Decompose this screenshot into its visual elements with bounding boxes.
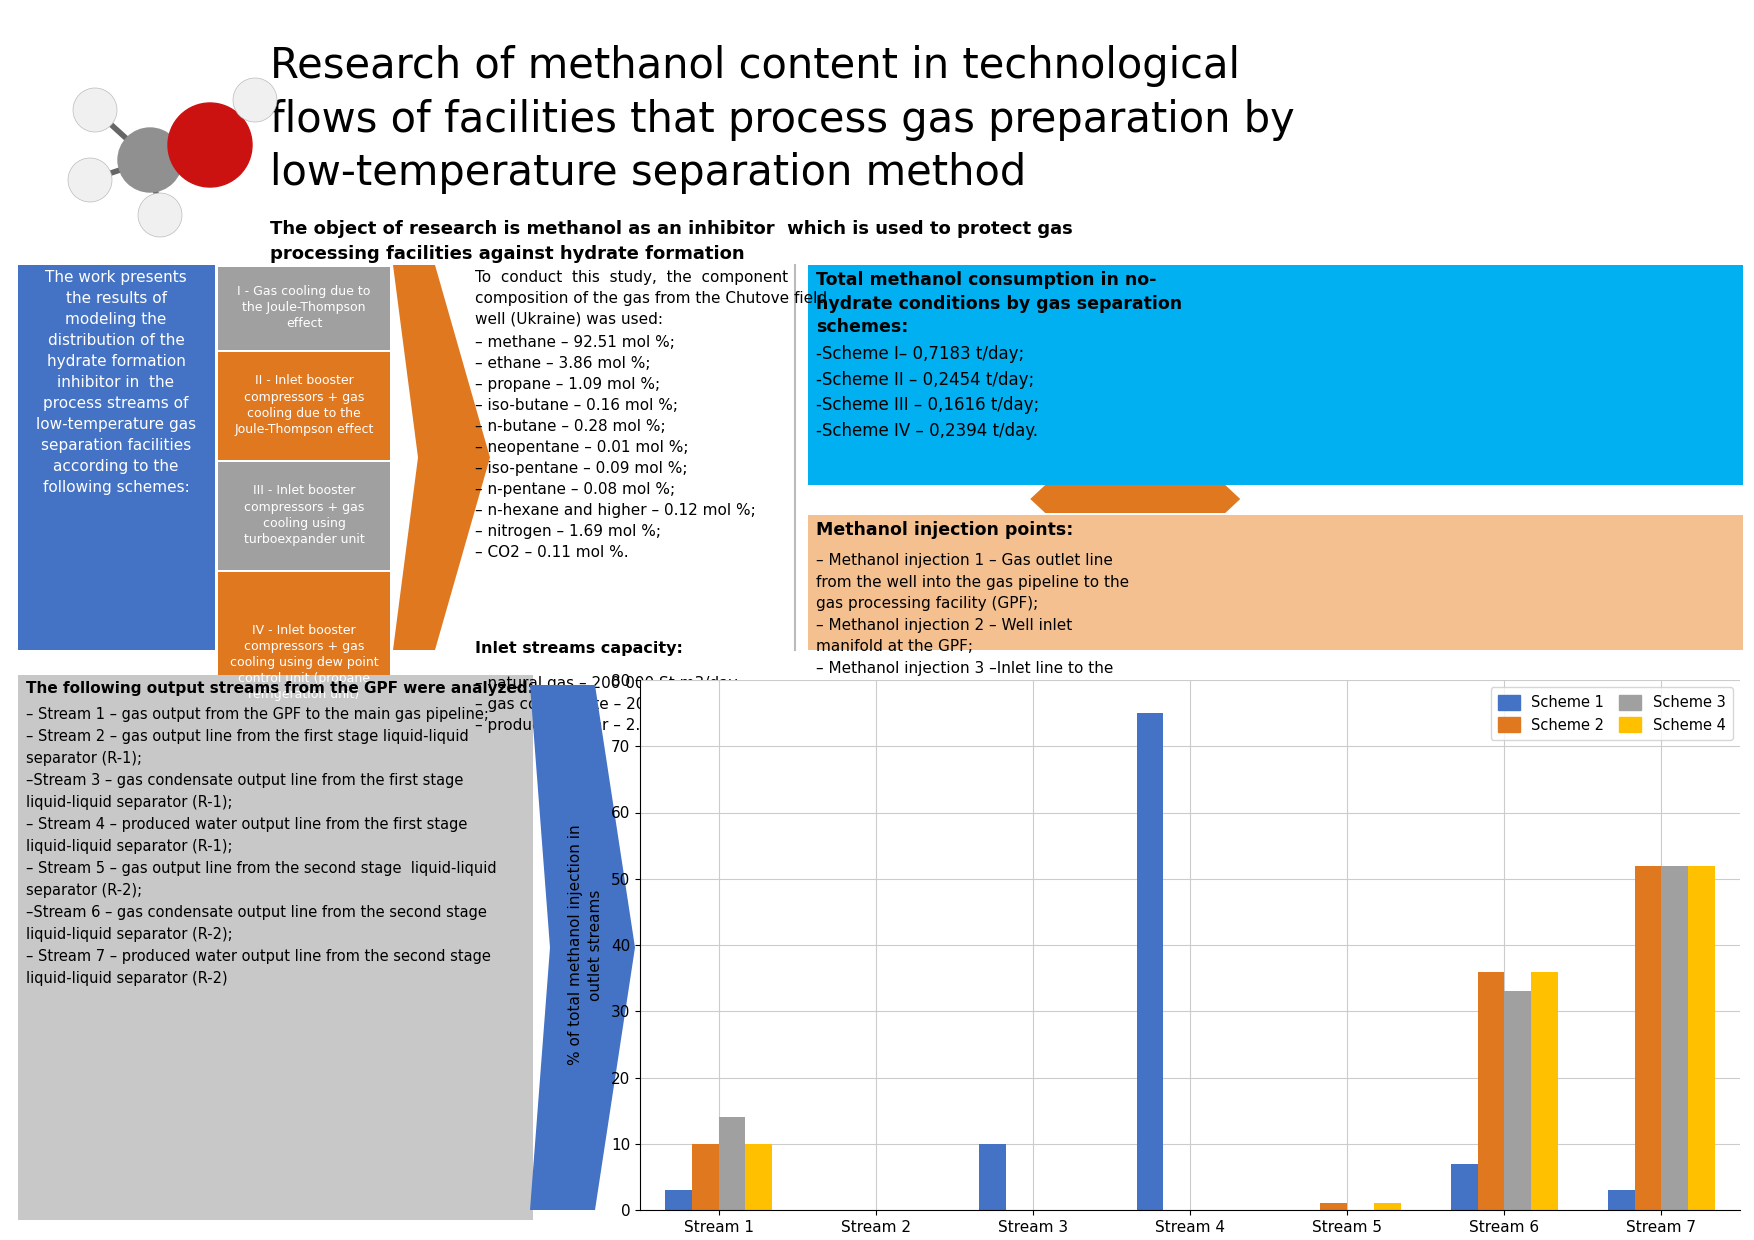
FancyBboxPatch shape	[217, 463, 389, 570]
Bar	[1505, 991, 1531, 1210]
Bar	[1477, 971, 1505, 1210]
Text: Total methanol consumption in no-
hydrate conditions by gas separation
schemes:: Total methanol consumption in no- hydrat…	[816, 272, 1182, 336]
FancyBboxPatch shape	[217, 572, 389, 755]
Bar	[1137, 713, 1163, 1210]
Text: The following output streams from the GPF were analyzed:: The following output streams from the GP…	[26, 681, 533, 696]
FancyBboxPatch shape	[18, 675, 533, 1220]
Text: Research of methanol content in technological
flows of facilities that process g: Research of methanol content in technolo…	[270, 45, 1294, 195]
FancyBboxPatch shape	[217, 352, 389, 460]
Text: IV - Inlet booster
compressors + gas
cooling using dew point
control unit (propa: IV - Inlet booster compressors + gas coo…	[230, 624, 379, 701]
Bar	[691, 1143, 719, 1210]
Circle shape	[233, 78, 277, 122]
Text: -Scheme I– 0,7183 t/day;
-Scheme II – 0,2454 t/day;
-Scheme III – 0,1616 t/day;
: -Scheme I– 0,7183 t/day; -Scheme II – 0,…	[816, 345, 1040, 440]
Bar	[1608, 1190, 1635, 1210]
Text: – methane – 92.51 mol %;
– ethane – 3.86 mol %;
– propane – 1.09 mol %;
– iso-bu: – methane – 92.51 mol %; – ethane – 3.86…	[475, 335, 756, 560]
Bar	[1373, 1203, 1401, 1210]
Text: Inlet streams capacity:: Inlet streams capacity:	[475, 641, 682, 656]
Text: – Methanol injection 1 – Gas outlet line
from the well into the gas pipeline to : – Methanol injection 1 – Gas outlet line…	[816, 553, 1130, 719]
Circle shape	[168, 103, 253, 187]
Text: To  conduct  this  study,  the  component
composition of the gas from the Chutov: To conduct this study, the component com…	[475, 270, 828, 327]
Circle shape	[68, 157, 112, 202]
Bar	[719, 1117, 745, 1210]
Bar	[1635, 866, 1661, 1210]
Circle shape	[139, 193, 182, 237]
Circle shape	[118, 128, 182, 192]
FancyBboxPatch shape	[217, 267, 389, 350]
Bar	[1451, 1163, 1477, 1210]
Text: I - Gas cooling due to
the Joule-Thompson
effect: I - Gas cooling due to the Joule-Thompso…	[237, 285, 370, 330]
Text: II - Inlet booster
compressors + gas
cooling due to the
Joule-Thompson effect: II - Inlet booster compressors + gas coo…	[235, 374, 374, 435]
Polygon shape	[530, 684, 635, 1210]
Bar	[979, 1143, 1007, 1210]
Legend: Scheme 1, Scheme 2, Scheme 3, Scheme 4: Scheme 1, Scheme 2, Scheme 3, Scheme 4	[1491, 687, 1733, 740]
Polygon shape	[1030, 485, 1240, 513]
Text: Methanol injection points:: Methanol injection points:	[816, 521, 1073, 539]
Y-axis label: % of total methanol injection in
outlet streams: % of total methanol injection in outlet …	[568, 825, 603, 1065]
FancyBboxPatch shape	[809, 265, 1743, 485]
Text: – Stream 1 – gas output from the GPF to the main gas pipeline;
– Stream 2 – gas : – Stream 1 – gas output from the GPF to …	[26, 707, 496, 986]
Bar	[665, 1190, 691, 1210]
FancyBboxPatch shape	[809, 515, 1743, 650]
Bar	[1661, 866, 1687, 1210]
Bar	[1531, 971, 1558, 1210]
Bar	[745, 1143, 772, 1210]
Bar	[1687, 866, 1715, 1210]
Text: The work presents
the results of
modeling the
distribution of the
hydrate format: The work presents the results of modelin…	[35, 270, 196, 495]
FancyBboxPatch shape	[18, 265, 216, 650]
Text: III - Inlet booster
compressors + gas
cooling using
turboexpander unit: III - Inlet booster compressors + gas co…	[244, 485, 365, 546]
Text: The object of research is methanol as an inhibitor  which is used to protect gas: The object of research is methanol as an…	[270, 219, 1073, 263]
Bar	[1321, 1203, 1347, 1210]
Circle shape	[74, 88, 118, 131]
Polygon shape	[393, 265, 489, 650]
Text: – natural gas – 200 000 St m3/day;
– gas condensate – 20.0 t/day;
– produced wat: – natural gas – 200 000 St m3/day; – gas…	[475, 677, 742, 733]
